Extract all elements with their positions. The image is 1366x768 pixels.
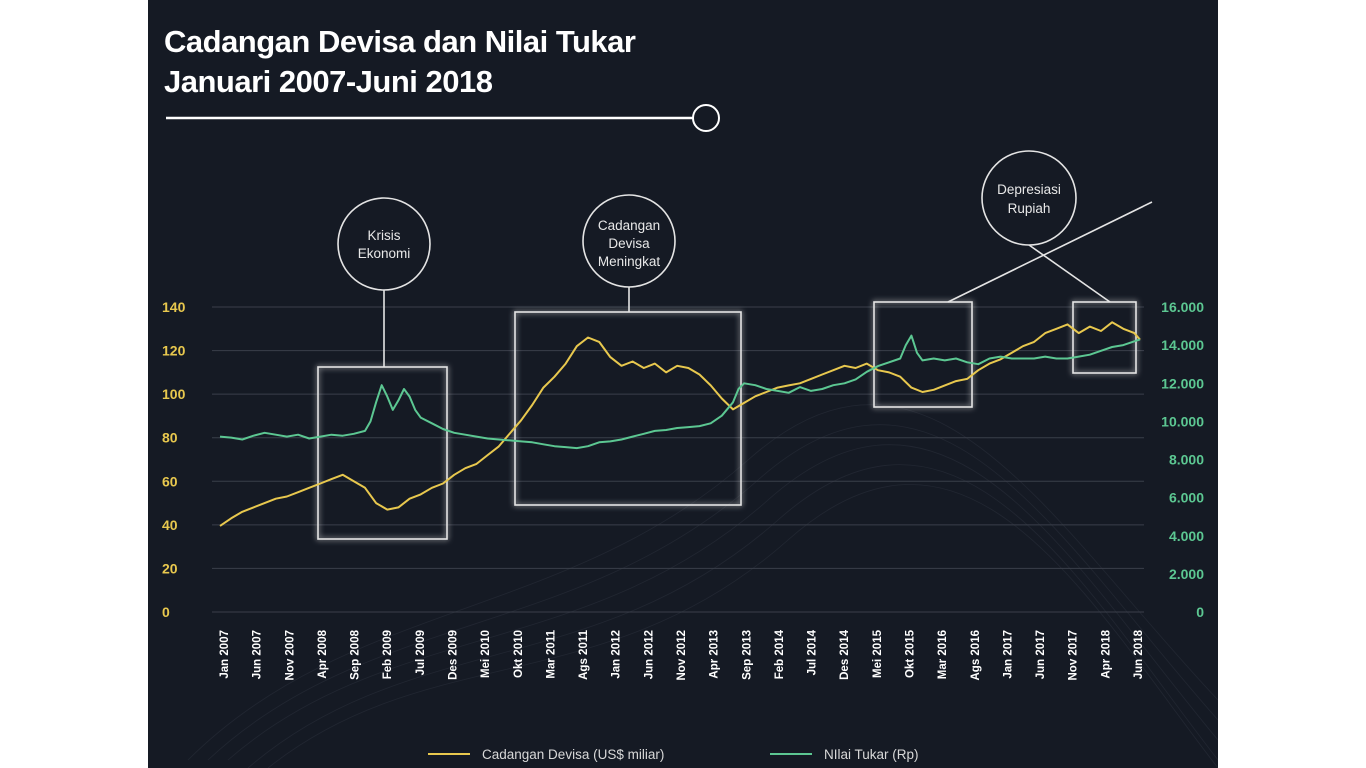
x-tick-label: Mar 2011	[545, 629, 557, 678]
y-left-tick-label: 120	[162, 343, 186, 359]
y-right-tick-label: 12.000	[1161, 375, 1204, 391]
x-tick-label: Apr 2018	[1100, 629, 1112, 678]
x-tick-label: Apr 2013	[709, 630, 721, 679]
x-tick-label: Okt 2015	[905, 629, 917, 678]
x-tick-label: Feb 2009	[382, 630, 394, 679]
cadangan-label-line2: Devisa	[608, 236, 650, 251]
krisis-label-line1: Krisis	[368, 228, 401, 243]
y-left-tick-label: 140	[162, 299, 186, 315]
y-right-tick-label: 0	[1196, 604, 1204, 620]
y-right-tick-label: 10.000	[1161, 413, 1204, 429]
x-tick-label: Sep 2008	[350, 629, 362, 679]
krisis-label-line2: Ekonomi	[358, 246, 411, 261]
depresiasi-connector-1	[947, 201, 1153, 303]
y-left-tick-label: 80	[162, 430, 178, 446]
legend-label-reserves: Cadangan Devisa (US$ miliar)	[482, 747, 664, 762]
chart-panel: Cadangan Devisa dan Nilai Tukar Januari …	[148, 0, 1218, 768]
cadangan-devisa-box	[514, 311, 742, 506]
y-right-tick-label: 8.000	[1169, 452, 1204, 468]
legend-label-exchange: NIlai Tukar (Rp)	[824, 747, 919, 762]
cadangan-label-line3: Meningkat	[598, 254, 661, 269]
depresiasi-connector-2	[1028, 244, 1111, 303]
y-right-tick-label: 16.000	[1161, 299, 1204, 315]
y-right-tick-label: 6.000	[1169, 490, 1204, 506]
y-axis-left: 0 20 40 60 80 100 120 140	[162, 299, 186, 620]
depresiasi-rupiah-box-2	[1072, 301, 1137, 374]
y-right-tick-label: 2.000	[1169, 566, 1204, 582]
y-left-tick-label: 40	[162, 517, 178, 533]
x-tick-label: Okt 2010	[513, 630, 525, 678]
x-tick-label: Des 2009	[448, 630, 460, 680]
y-axis-right: 0 2.000 4.000 6.000 8.000 10.000 12.000 14.000 1…	[1161, 299, 1204, 620]
x-tick-label: Jul 2009	[415, 630, 427, 675]
depresiasi-rupiah-circle	[981, 150, 1077, 246]
x-tick-label: Jul 2014	[807, 629, 819, 675]
chart-subtitle: Januari 2007-Juni 2018	[164, 64, 493, 99]
x-tick-label: Des 2014	[839, 629, 851, 679]
x-tick-label: Sep 2013	[741, 630, 753, 680]
x-tick-label: Mei 2010	[480, 630, 492, 678]
x-axis: Jan 2007 Jun 2007 Nov 2007 Apr 2008 Sep 2008…	[219, 629, 1145, 680]
x-tick-label: Jun 2012	[643, 630, 655, 679]
exchange-rate-series-line	[219, 334, 1141, 450]
x-tick-label: Jun 2018	[1133, 629, 1145, 679]
title-underline-circle	[692, 104, 720, 132]
y-right-tick-label: 4.000	[1169, 528, 1204, 544]
x-tick-label: Nov 2017	[1068, 630, 1080, 681]
chart-svg: 0 20 40 60 80 100 120 140 0 2.000 4.000 6.000 8.000…	[162, 104, 1218, 768]
gridlines	[212, 306, 1144, 613]
y-right-tick-label: 14.000	[1161, 337, 1204, 353]
x-tick-label: Ags 2016	[970, 630, 982, 681]
x-tick-label: Jun 2017	[1035, 630, 1047, 679]
x-tick-label: Feb 2014	[774, 629, 786, 679]
x-tick-label: Jan 2007	[219, 630, 231, 679]
background-wave-decoration	[187, 404, 1218, 768]
depresiasi-label-line2: Rupiah	[1008, 201, 1051, 216]
reserves-series-line	[219, 321, 1141, 527]
x-tick-label: Mei 2015	[872, 629, 884, 678]
depresiasi-label-line1: Depresiasi	[997, 182, 1061, 197]
x-tick-label: Jan 2012	[611, 630, 623, 679]
depresiasi-rupiah-box-1	[873, 301, 973, 408]
x-tick-label: Nov 2012	[676, 630, 688, 681]
cadangan-devisa-circle	[582, 194, 676, 288]
y-left-tick-label: 100	[162, 386, 186, 402]
x-tick-label: Ags 2011	[578, 629, 590, 679]
krisis-ekonomi-box	[317, 366, 448, 540]
krisis-ekonomi-circle	[337, 197, 431, 291]
chart-series	[219, 321, 1141, 527]
x-tick-label: Jan 2017	[1002, 630, 1014, 679]
y-left-tick-label: 0	[162, 604, 170, 620]
x-tick-label: Jun 2007	[252, 630, 264, 679]
x-tick-label: Mar 2016	[937, 630, 949, 679]
y-left-tick-label: 60	[162, 473, 178, 489]
y-left-tick-label: 20	[162, 560, 178, 576]
cadangan-label-line1: Cadangan	[598, 218, 660, 233]
x-tick-label: Apr 2008	[317, 629, 329, 678]
chart-title: Cadangan Devisa dan Nilai Tukar	[164, 24, 636, 59]
x-tick-label: Nov 2007	[284, 630, 296, 681]
